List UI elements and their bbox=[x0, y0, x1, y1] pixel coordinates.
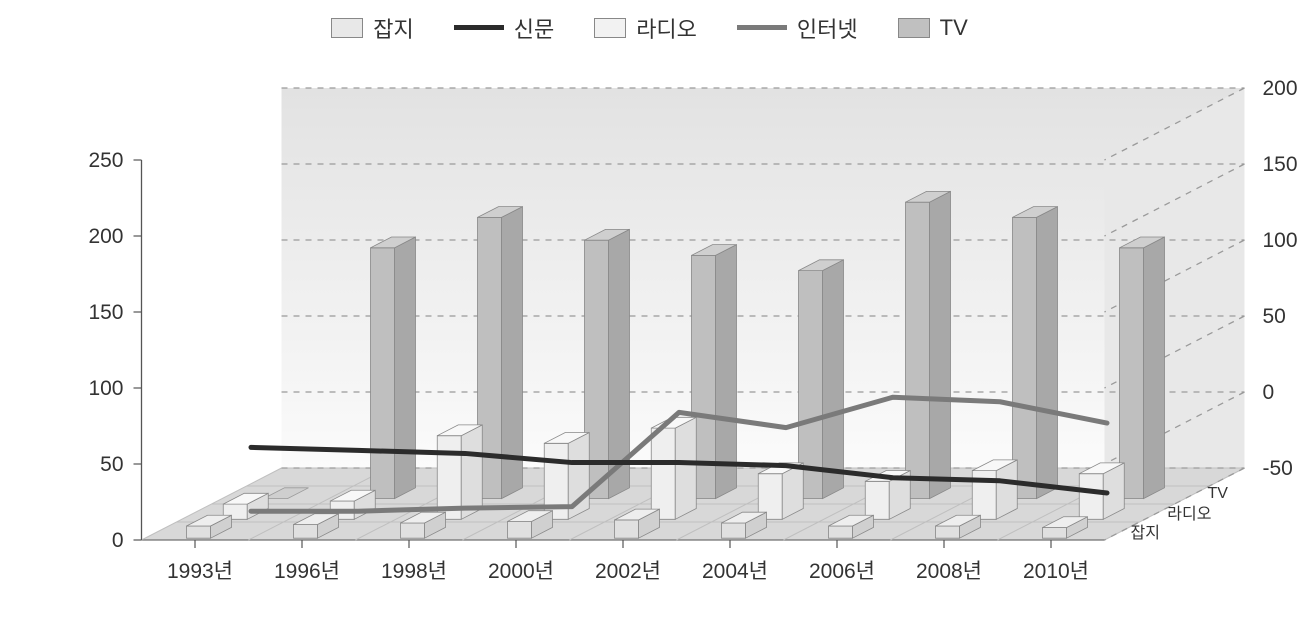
legend-swatch bbox=[898, 18, 930, 38]
legend-item-2: 라디오 bbox=[594, 12, 697, 44]
svg-text:0: 0 bbox=[1263, 381, 1275, 404]
svg-text:TV: TV bbox=[1208, 485, 1229, 502]
svg-text:200: 200 bbox=[1263, 77, 1298, 100]
legend-swatch bbox=[331, 18, 363, 38]
legend: 잡지 신문 라디오 인터넷 TV bbox=[0, 0, 1299, 50]
svg-text:250: 250 bbox=[88, 149, 123, 172]
legend-label: 라디오 bbox=[636, 12, 697, 44]
svg-text:150: 150 bbox=[1263, 153, 1298, 176]
legend-item-1: 신문 bbox=[454, 12, 554, 44]
legend-item-3: 인터넷 bbox=[737, 12, 858, 44]
svg-text:0: 0 bbox=[112, 529, 124, 552]
legend-item-0: 잡지 bbox=[331, 12, 413, 44]
svg-text:200: 200 bbox=[88, 225, 123, 248]
svg-text:150: 150 bbox=[88, 301, 123, 324]
svg-text:1993년: 1993년 bbox=[167, 560, 233, 583]
legend-label: 신문 bbox=[514, 12, 554, 44]
svg-text:2004년: 2004년 bbox=[702, 560, 768, 583]
chart-area: 050100150200250-50050100150200-500501001… bbox=[0, 60, 1299, 620]
chart-container: 잡지신문라디오인터넷TV 050100150200250-50050100150… bbox=[0, 0, 1299, 620]
svg-text:2010년: 2010년 bbox=[1023, 560, 1089, 583]
svg-text:2008년: 2008년 bbox=[916, 560, 982, 583]
chart-svg: 050100150200250-50050100150200-500501001… bbox=[0, 60, 1299, 620]
legend-label: 인터넷 bbox=[797, 12, 858, 44]
svg-text:100: 100 bbox=[1263, 229, 1298, 252]
svg-text:-50: -50 bbox=[1263, 457, 1293, 480]
legend-item-4: TV bbox=[898, 15, 968, 41]
svg-text:1996년: 1996년 bbox=[274, 560, 340, 583]
svg-text:라디오: 라디오 bbox=[1167, 505, 1211, 523]
svg-text:50: 50 bbox=[1263, 305, 1286, 328]
svg-text:100: 100 bbox=[88, 377, 123, 400]
svg-text:2002년: 2002년 bbox=[595, 560, 661, 583]
legend-label: TV bbox=[940, 15, 968, 41]
svg-text:50: 50 bbox=[100, 453, 123, 476]
svg-text:잡지: 잡지 bbox=[1131, 524, 1160, 542]
legend-label: 잡지 bbox=[373, 12, 413, 44]
legend-swatch bbox=[594, 18, 626, 38]
svg-text:2006년: 2006년 bbox=[809, 560, 875, 583]
svg-text:1998년: 1998년 bbox=[381, 560, 447, 583]
svg-text:2000년: 2000년 bbox=[488, 560, 554, 583]
legend-swatch bbox=[454, 25, 504, 30]
legend-swatch bbox=[737, 25, 787, 30]
